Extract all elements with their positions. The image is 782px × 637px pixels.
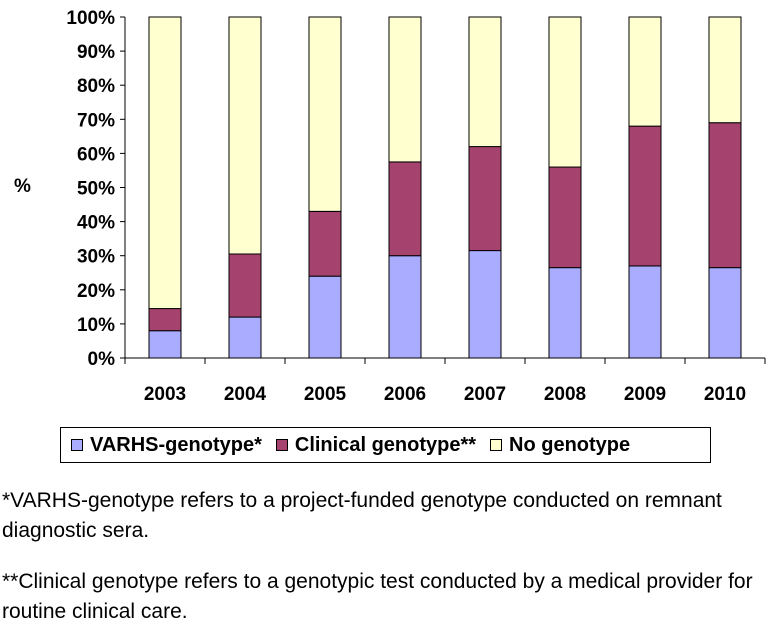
legend-swatch-clinical xyxy=(275,439,288,451)
y-tick-label: 90% xyxy=(77,42,115,63)
x-tick-label-2004: 2004 xyxy=(224,384,267,405)
y-tick-label: 20% xyxy=(77,281,115,302)
bar-clinical-2007 xyxy=(468,146,502,252)
legend-item-clinical: Clinical genotype** xyxy=(275,433,477,457)
y-tick-label: 100% xyxy=(66,8,115,29)
stacked-bar-chart: % 0% 10% 20% 30% 40% 50% 60% 70% 80% 90% 100% 2003 2… xyxy=(14,8,766,405)
y-tick-label: 0% xyxy=(88,349,116,370)
bar-varhs-2009 xyxy=(628,265,662,359)
bar-no-genotype-2006 xyxy=(388,16,422,163)
x-tick-label-2005: 2005 xyxy=(304,384,347,405)
bar-no-genotype-2005 xyxy=(308,16,342,212)
bar-varhs-2005 xyxy=(308,275,342,359)
footnote-clinical: **Clinical genotype refers to a genotypi… xyxy=(2,570,753,623)
y-tick-label: 60% xyxy=(77,144,115,165)
bar-no-genotype-2009 xyxy=(628,16,662,127)
bar-clinical-2004 xyxy=(228,253,262,318)
legend-item-no-genotype: No genotype xyxy=(490,434,630,457)
legend: VARHS-genotype* Clinical genotype** No g… xyxy=(60,427,711,463)
bar-varhs-2007 xyxy=(468,250,502,359)
bar-clinical-2005 xyxy=(308,210,342,277)
bar-clinical-2003 xyxy=(148,308,182,332)
bar-no-genotype-2004 xyxy=(228,16,262,255)
y-tick-label: 50% xyxy=(77,179,115,200)
bar-varhs-2008 xyxy=(548,267,582,359)
legend-swatch-varhs xyxy=(71,439,83,451)
x-tick-label-2008: 2008 xyxy=(544,384,586,405)
x-tick-label-2007: 2007 xyxy=(464,384,506,405)
bar-varhs-2010 xyxy=(708,267,742,359)
x-tick-label-2009: 2009 xyxy=(624,384,666,405)
bar-no-genotype-2007 xyxy=(468,16,502,148)
x-tick-label-2010: 2010 xyxy=(704,384,746,405)
legend-item-varhs: VARHS-genotype* xyxy=(71,434,262,457)
bar-clinical-2006 xyxy=(388,161,422,257)
bar-clinical-2008 xyxy=(548,166,582,269)
y-tick-label: 30% xyxy=(77,247,115,268)
bar-no-genotype-2003 xyxy=(148,16,182,310)
bar-varhs-2004 xyxy=(228,316,262,359)
plot-area: 0% 10% 20% 30% 40% 50% 60% 70% 80% 90% 100% 2003 200… xyxy=(66,8,766,405)
bar-varhs-2006 xyxy=(388,255,422,359)
bar-clinical-2009 xyxy=(628,125,662,267)
bar-varhs-2003 xyxy=(148,330,182,359)
legend-label-varhs: VARHS-genotype* xyxy=(90,433,262,456)
x-tick-label-2006: 2006 xyxy=(384,384,426,405)
y-tick-label: 70% xyxy=(77,110,115,131)
y-tick-label: 40% xyxy=(77,213,115,234)
legend-swatch-no-genotype xyxy=(490,439,503,451)
y-tick-label: 80% xyxy=(77,76,115,97)
bar-no-genotype-2008 xyxy=(548,16,582,168)
footnote-varhs: *VARHS-genotype refers to a project-fund… xyxy=(2,489,722,542)
bar-clinical-2010 xyxy=(708,122,742,269)
bar-no-genotype-2010 xyxy=(708,16,742,124)
legend-label-clinical: Clinical genotype** xyxy=(294,433,477,456)
x-tick-label-2003: 2003 xyxy=(144,384,186,405)
legend-label-no-genotype: No genotype xyxy=(509,433,631,456)
y-axis-label: % xyxy=(14,176,31,197)
y-tick-label: 10% xyxy=(77,315,115,336)
